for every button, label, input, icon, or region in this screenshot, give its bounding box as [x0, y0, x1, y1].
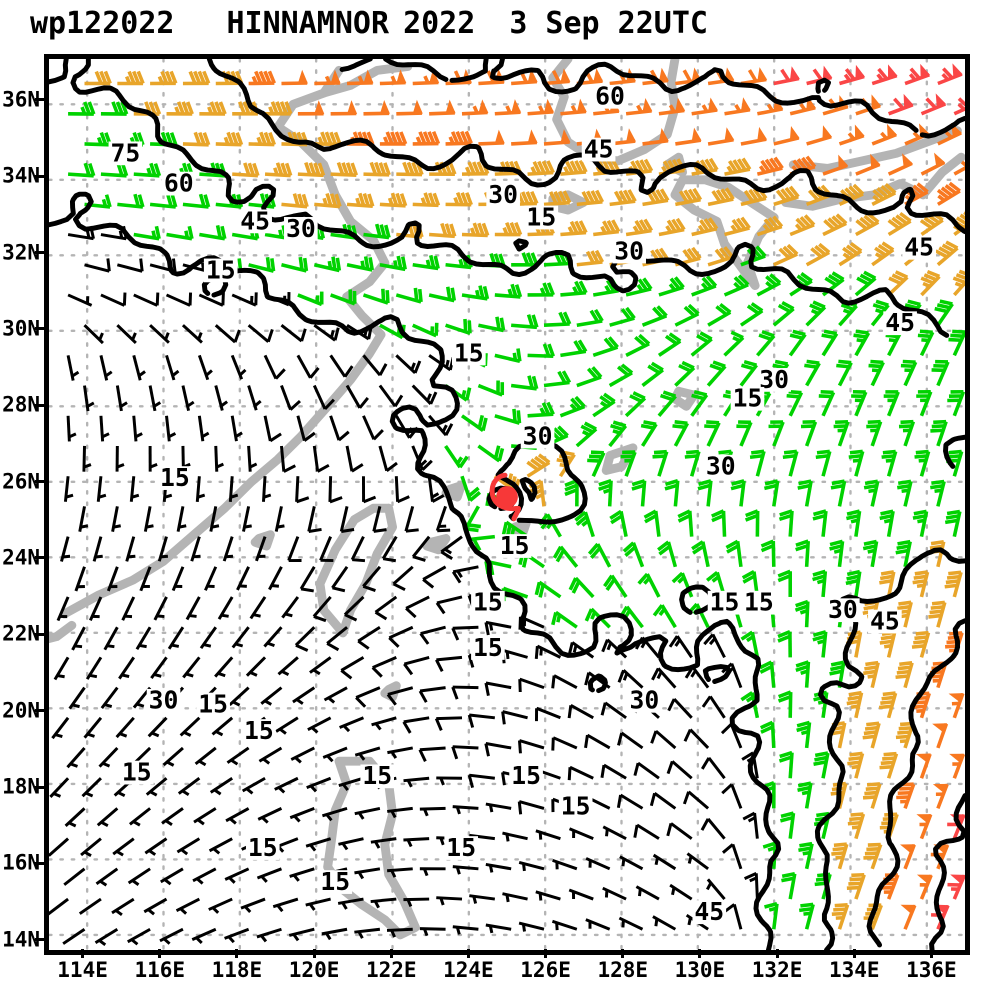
y-axis-tick-label: 14N	[2, 927, 40, 952]
storm-id-label: wp122022	[30, 6, 175, 41]
svg-text:30: 30	[488, 180, 518, 209]
svg-text:45: 45	[904, 233, 934, 262]
y-axis-tick	[35, 785, 44, 789]
y-axis-tick-label: 22N	[2, 621, 40, 646]
x-axis-tick-label: 126E	[520, 958, 571, 982]
x-axis-tick-label: 134E	[828, 958, 880, 982]
y-axis-tick-label: 18N	[2, 774, 40, 799]
x-axis-tick	[312, 949, 316, 958]
svg-text:15: 15	[206, 255, 236, 284]
x-axis-tick	[929, 949, 933, 958]
svg-text:45: 45	[870, 607, 900, 636]
y-axis-tick	[35, 556, 44, 560]
y-axis-tick	[35, 251, 44, 255]
svg-text:60: 60	[164, 169, 194, 198]
svg-text:15: 15	[744, 588, 774, 617]
svg-text:30: 30	[523, 421, 553, 450]
x-axis-tick	[389, 949, 393, 958]
grid-lines	[49, 59, 965, 950]
x-axis-tick-label: 120E	[288, 958, 340, 982]
y-axis-tick-label: 34N	[2, 163, 40, 188]
x-axis-tick-label: 128E	[597, 958, 649, 982]
x-axis-tick	[466, 949, 470, 958]
x-axis-tick	[158, 949, 162, 958]
y-axis-tick	[35, 403, 44, 407]
x-axis: 114E 116E 118E 120E 122E 124E 126E 128E 130E 132E…	[0, 949, 987, 989]
y-axis-tick-label: 16N	[2, 850, 40, 875]
svg-text:75: 75	[110, 138, 140, 167]
x-axis-tick-label: 116E	[134, 958, 186, 982]
y-axis-tick	[35, 480, 44, 484]
y-axis-tick	[35, 174, 44, 178]
svg-text:45: 45	[584, 134, 614, 163]
storm-center-marker[interactable]	[489, 472, 522, 522]
svg-text:30: 30	[149, 686, 179, 715]
y-axis-tick	[35, 861, 44, 865]
y-axis-tick-label: 36N	[2, 87, 40, 112]
svg-text:15: 15	[473, 633, 503, 662]
svg-text:45: 45	[240, 206, 270, 235]
x-axis-tick	[544, 949, 548, 958]
svg-text:30: 30	[706, 452, 736, 481]
svg-text:15: 15	[561, 791, 591, 820]
wind-barbs	[49, 63, 965, 946]
x-axis-tick	[852, 949, 856, 958]
svg-text:15: 15	[526, 202, 556, 231]
y-axis-tick-label: 30N	[2, 316, 40, 341]
valid-time-label: 3 Sep 22UTC	[509, 6, 708, 41]
svg-text:15: 15	[511, 761, 541, 790]
y-axis-tick-label: 24N	[2, 545, 40, 570]
y-axis: 36N 34N 32N 30N 28N 26N 24N 22N 20N 18N 16N 14N	[0, 0, 44, 989]
svg-text:15: 15	[122, 758, 152, 787]
map-plot-area[interactable]: 60 75 45 60 30 45 30 15 30 45 15 45 15 30 15 30 30 15 15 15…	[44, 54, 970, 955]
svg-text:30: 30	[630, 686, 660, 715]
chart-title-bar: wp122022 HINNAMNOR 2022 3 Sep 22UTC	[0, 0, 987, 48]
x-axis-tick	[698, 949, 702, 958]
svg-text:15: 15	[244, 716, 274, 745]
svg-text:15: 15	[473, 588, 503, 617]
svg-text:15: 15	[198, 689, 228, 718]
x-axis-tick-label: 118E	[211, 958, 263, 982]
svg-text:15: 15	[320, 867, 350, 896]
svg-text:15: 15	[362, 761, 392, 790]
svg-text:15: 15	[248, 833, 278, 862]
svg-text:45: 45	[885, 308, 915, 337]
svg-text:15: 15	[454, 338, 484, 367]
x-axis-tick	[235, 949, 239, 958]
storm-name-label: HINNAMNOR	[226, 6, 390, 41]
svg-text:45: 45	[694, 897, 724, 926]
svg-text:30: 30	[286, 214, 316, 243]
storm-year-label: 2022	[403, 6, 476, 41]
svg-text:15: 15	[500, 531, 530, 560]
svg-text:15: 15	[446, 833, 476, 862]
x-axis-tick-label: 124E	[443, 958, 494, 982]
x-axis-tick-label: 130E	[674, 958, 726, 982]
y-axis-tick-label: 20N	[2, 698, 40, 723]
y-axis-tick	[35, 938, 44, 942]
y-axis-tick-label: 26N	[2, 469, 40, 494]
y-axis-tick	[35, 98, 44, 102]
x-axis-tick-label: 122E	[365, 958, 417, 982]
y-axis-tick-label: 32N	[2, 240, 40, 265]
x-axis-tick	[621, 949, 625, 958]
y-axis-tick-label: 28N	[2, 392, 40, 417]
x-axis-tick-label: 136E	[906, 958, 957, 982]
x-axis-tick	[775, 949, 779, 958]
y-axis-tick	[35, 709, 44, 713]
svg-text:30: 30	[614, 236, 644, 265]
y-axis-tick	[35, 632, 44, 636]
svg-text:30: 30	[828, 595, 858, 624]
y-axis-tick	[35, 327, 44, 331]
x-axis-tick-label: 132E	[751, 958, 803, 982]
svg-text:15: 15	[160, 463, 190, 492]
svg-text:15: 15	[733, 384, 763, 413]
x-axis-tick	[81, 949, 85, 958]
svg-text:60: 60	[595, 82, 625, 111]
svg-text:15: 15	[710, 588, 740, 617]
x-axis-tick-label: 114E	[57, 958, 108, 982]
